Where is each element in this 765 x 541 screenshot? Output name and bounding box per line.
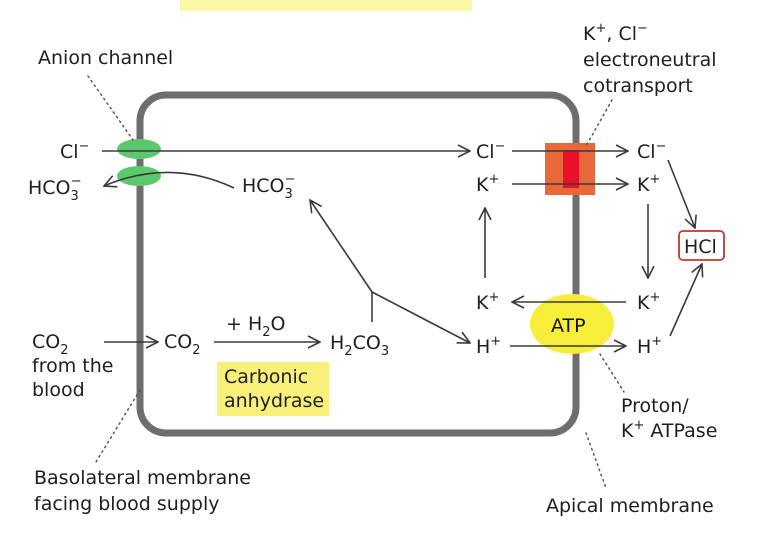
h2co3-to-h-arrow (371, 291, 470, 343)
cotransport-label-line1: K+, Cl− (583, 21, 648, 45)
water-label: + H2O (226, 313, 286, 340)
basolateral-label-line1: Basolateral membrane (34, 467, 251, 489)
cotransport-leader (585, 99, 613, 147)
co2-blood: CO2 (32, 331, 69, 358)
hco3-intracellular: HCO3− (242, 172, 296, 202)
hcl-box (678, 230, 725, 261)
top-highlight (180, 0, 472, 11)
anion-channel-label: Anion channel (38, 47, 173, 69)
hco3-extracellular-blood: HCO3− (28, 174, 82, 204)
proton-pump-label-line2: K+ ATPase (621, 418, 717, 442)
cotransport-label-line3: cotransport (583, 75, 693, 97)
anion-channel-top (117, 139, 161, 159)
enzyme-highlight (217, 362, 329, 416)
enzyme-label-line2: anhydrase (224, 390, 324, 412)
anion-channel-leader (87, 75, 134, 141)
cotransporter-core (563, 150, 579, 188)
cell-membrane (136, 91, 580, 437)
apical-leader (585, 432, 607, 489)
k-intracellular-bottom: K+ (476, 290, 499, 314)
atp-label: ATP (551, 315, 586, 337)
basolateral-label-line2: facing blood supply (34, 493, 219, 515)
h-to-hcl-arrow (669, 264, 702, 337)
cl-extracellular-blood: Cl− (60, 139, 89, 163)
cl-to-hcl-arrow (667, 159, 695, 228)
basolateral-leader (95, 389, 141, 463)
k-lumen-top: K+ (637, 172, 660, 196)
h-intracellular: H+ (476, 334, 501, 358)
co2-source-line1: from the (32, 355, 113, 377)
k-lumen-bottom: K+ (637, 290, 660, 314)
h2co3-to-hco3-arrow (310, 200, 373, 293)
co2-intracellular: CO2 (164, 331, 201, 358)
hcl-label: HCl (684, 236, 717, 258)
h-lumen: H+ (637, 334, 662, 358)
proton-pump-label-line1: Proton/ (621, 395, 689, 417)
k-intracellular-top: K+ (476, 172, 499, 196)
cl-lumen: Cl− (637, 139, 666, 163)
apical-label: Apical membrane (546, 495, 714, 517)
cotransport-label-line2: electroneutral (583, 49, 717, 71)
atp-highlight (530, 294, 614, 354)
h2co3-label: H2CO3 (330, 332, 389, 359)
hco3-export-arrow (104, 171, 235, 189)
proton-pump-leader (599, 353, 625, 393)
co2-source-line2: blood (32, 379, 85, 401)
enzyme-label-line1: Carbonic (224, 366, 308, 388)
cl-intracellular: Cl− (476, 139, 505, 163)
